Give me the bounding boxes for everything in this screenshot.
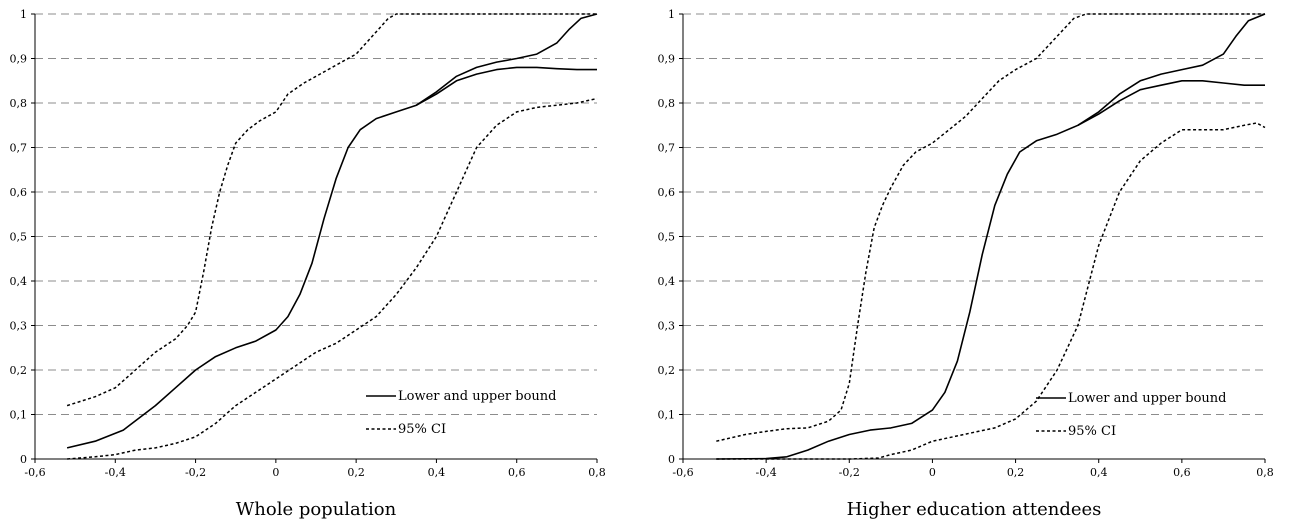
x-tick-label: -0,4 <box>756 466 777 479</box>
series-line-bound <box>716 80 1265 460</box>
x-tick-label: 0,2 <box>1007 466 1025 479</box>
y-tick-label: 0,5 <box>658 231 676 244</box>
legend-label: Lower and upper bound <box>1068 391 1226 406</box>
y-tick-label: 0,2 <box>658 364 676 377</box>
x-tick-label: -0,6 <box>24 466 45 479</box>
x-tick-label: 0,6 <box>1173 466 1191 479</box>
y-tick-label: 0,4 <box>658 275 676 288</box>
series-line-ci <box>716 13 1265 442</box>
y-tick-label: 1 <box>668 8 675 21</box>
y-tick-label: 0,6 <box>10 186 28 199</box>
x-tick-label: 0,8 <box>588 466 606 479</box>
x-tick-label: 0 <box>929 466 936 479</box>
y-tick-label: 0,5 <box>10 231 28 244</box>
y-tick-label: 0,2 <box>10 364 28 377</box>
x-tick-label: 0,4 <box>1090 466 1108 479</box>
x-axis-title: Higher education attendees <box>847 499 1102 520</box>
y-tick-label: 0,8 <box>658 97 676 110</box>
y-tick-label: 0 <box>20 453 27 466</box>
y-tick-label: 0,6 <box>658 186 676 199</box>
x-tick-label: 0,8 <box>1256 466 1274 479</box>
x-tick-label: -0,2 <box>839 466 860 479</box>
chart-whole-population: 0 0,1 0,2 0,3 0,4 0,5 0,6 0,7 0,8 0,9 1 -0,6 -0,4 -0,… <box>10 8 606 520</box>
x-tick-label: -0,6 <box>672 466 693 479</box>
legend-label: Lower and upper bound <box>398 389 556 404</box>
legend-label: 95% CI <box>398 422 446 437</box>
y-tick-label: 0,3 <box>10 320 28 333</box>
y-tick-label: 0 <box>668 453 675 466</box>
x-tick-label: -0,2 <box>185 466 206 479</box>
series-line-bound <box>66 66 597 449</box>
y-tick-label: 0,1 <box>658 409 676 422</box>
y-tick-label: 0,9 <box>10 53 28 66</box>
y-tick-label: 0,8 <box>10 97 28 110</box>
y-tick-label: 0,1 <box>10 409 28 422</box>
x-tick-label: 0 <box>272 466 279 479</box>
x-tick-label: 0,6 <box>508 466 526 479</box>
chart-higher-education-attendees: 0 0,1 0,2 0,3 0,4 0,5 0,6 0,7 0,8 0,9 1 -0,6 -0,4 -0,… <box>658 8 1274 520</box>
y-tick-label: 1 <box>20 8 27 21</box>
series-line-ci <box>67 97 598 460</box>
y-tick-label: 0,3 <box>658 320 676 333</box>
y-tick-label: 0,9 <box>658 53 676 66</box>
legend-label: 95% CI <box>1068 424 1116 439</box>
y-tick-label: 0,4 <box>10 275 28 288</box>
y-tick-label: 0,7 <box>10 142 28 155</box>
x-tick-label: -0,4 <box>105 466 126 479</box>
series-line-ci <box>66 13 597 407</box>
series-line-bound <box>1077 13 1266 126</box>
y-tick-label: 0,7 <box>658 142 676 155</box>
x-tick-label: 0,4 <box>428 466 446 479</box>
x-tick-label: 0,2 <box>347 466 365 479</box>
x-axis-title: Whole population <box>236 499 397 520</box>
series-line-bound <box>415 13 598 106</box>
series-line-ci <box>716 122 1266 460</box>
